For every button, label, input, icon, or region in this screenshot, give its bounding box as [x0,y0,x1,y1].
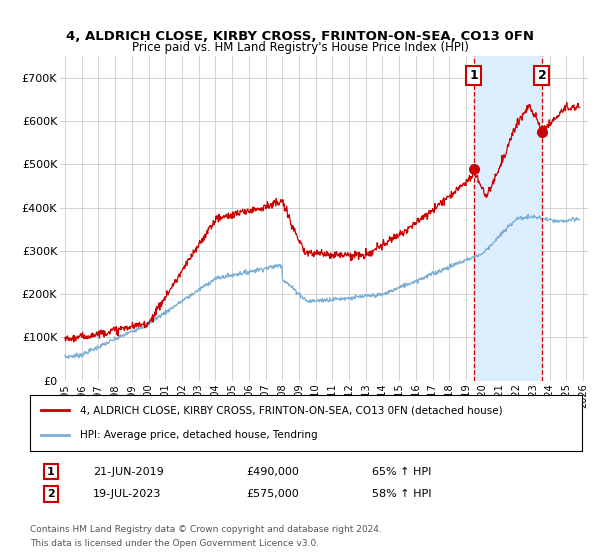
Text: 58% ↑ HPI: 58% ↑ HPI [372,489,431,499]
Text: 19-JUL-2023: 19-JUL-2023 [93,489,161,499]
Bar [474,56,542,381]
Text: 2: 2 [538,69,546,82]
Text: 1: 1 [470,69,478,82]
Text: £575,000: £575,000 [246,489,299,499]
Text: 2: 2 [47,489,55,499]
Text: Contains HM Land Registry data © Crown copyright and database right 2024.: Contains HM Land Registry data © Crown c… [30,525,382,534]
Text: 65% ↑ HPI: 65% ↑ HPI [372,466,431,477]
Text: 21-JUN-2019: 21-JUN-2019 [93,466,164,477]
Text: HPI: Average price, detached house, Tendring: HPI: Average price, detached house, Tend… [80,430,317,440]
Text: This data is licensed under the Open Government Licence v3.0.: This data is licensed under the Open Gov… [30,539,319,548]
Text: Price paid vs. HM Land Registry's House Price Index (HPI): Price paid vs. HM Land Registry's House … [131,41,469,54]
Text: 4, ALDRICH CLOSE, KIRBY CROSS, FRINTON-ON-SEA, CO13 0FN: 4, ALDRICH CLOSE, KIRBY CROSS, FRINTON-O… [66,30,534,43]
Text: 4, ALDRICH CLOSE, KIRBY CROSS, FRINTON-ON-SEA, CO13 0FN (detached house): 4, ALDRICH CLOSE, KIRBY CROSS, FRINTON-O… [80,405,502,416]
Text: 1: 1 [47,466,55,477]
Text: £490,000: £490,000 [246,466,299,477]
